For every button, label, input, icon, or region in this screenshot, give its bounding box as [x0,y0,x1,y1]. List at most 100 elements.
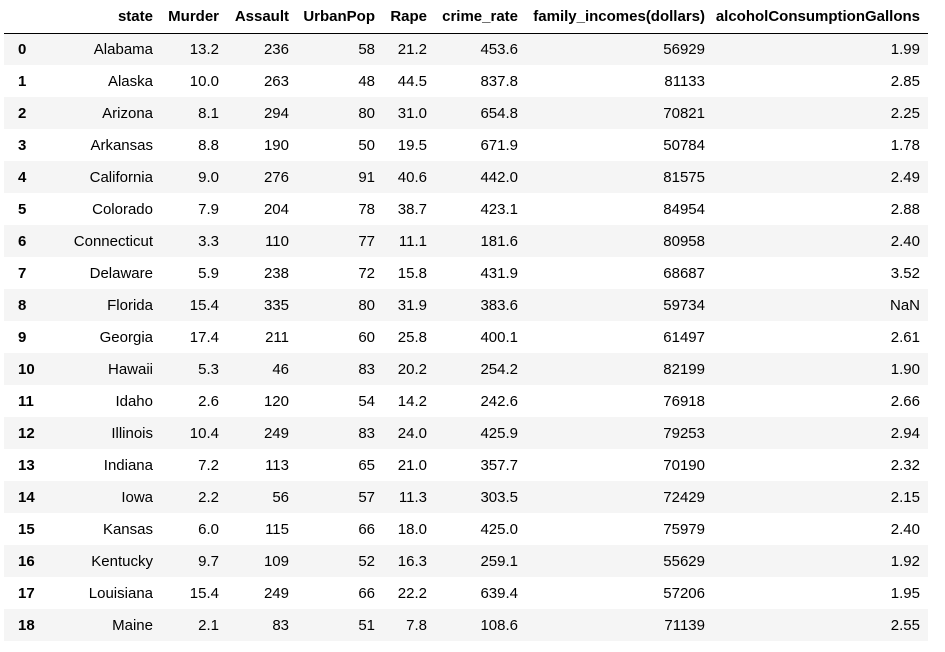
cell-crime-rate: 108.6 [480,616,518,634]
cell-alcohol-consumption: NaN [889,296,920,314]
cell-urbanpop: 66 [358,520,375,538]
cell-state: Louisiana [88,584,153,602]
cell-state: Colorado [92,200,153,218]
cell-assault: 120 [263,392,289,410]
cell-murder: 10.4 [189,424,219,442]
cell-state: Arizona [102,104,153,122]
cell-murder: 7.2 [198,456,219,474]
column-header-urbanpop: UrbanPop [297,0,383,34]
cell-rape: 31.0 [397,104,427,122]
cell-rape: 11.3 [398,488,427,506]
cell-alcohol-consumption: 2.66 [890,392,920,410]
index-header [4,0,46,34]
cell-rape: 11.1 [398,232,427,250]
cell-alcohol-consumption: 1.92 [890,552,920,570]
table-row: 2 Arizona 8.1 294 80 31.0 654.8 70821 2.25 [4,97,928,129]
column-header-state: state [46,0,161,34]
cell-state: Hawaii [107,360,153,378]
cell-crime-rate: 181.6 [480,232,518,250]
cell-crime-rate: 259.1 [480,552,518,570]
row-index: 2 [18,104,27,122]
cell-alcohol-consumption: 2.61 [890,328,920,346]
cell-state: Georgia [99,328,153,346]
cell-alcohol-consumption: 2.15 [890,488,920,506]
cell-rape: 15.8 [397,264,427,282]
column-header-murder: Murder [161,0,227,34]
cell-murder: 2.1 [198,616,219,634]
column-header-crime-rate: crime_rate [435,0,526,34]
cell-state: Kentucky [91,552,153,570]
cell-alcohol-consumption: 2.40 [890,232,920,250]
cell-assault: 263 [263,72,289,90]
cell-family-incomes: 76918 [663,392,705,410]
cell-state: Illinois [111,424,153,442]
cell-murder: 8.1 [198,104,219,122]
row-index: 11 [18,392,34,410]
table-row: 9 Georgia 17.4 211 60 25.8 400.1 61497 2.61 [4,321,928,353]
cell-murder: 7.9 [198,200,219,218]
cell-assault: 211 [265,328,289,346]
cell-state: Kansas [102,520,153,538]
cell-family-incomes: 55629 [663,552,705,570]
cell-assault: 204 [263,200,289,218]
cell-state: California [89,168,153,186]
cell-family-incomes: 72429 [663,488,705,506]
cell-crime-rate: 425.9 [480,424,518,442]
table-row: 8 Florida 15.4 335 80 31.9 383.6 59734 NaN [4,289,928,321]
cell-murder: 3.3 [198,232,219,250]
cell-alcohol-consumption: 2.94 [890,424,920,442]
row-index: 6 [18,232,27,250]
table-row: 14 Iowa 2.2 56 57 11.3 303.5 72429 2.15 [4,481,928,513]
row-index: 4 [18,168,27,186]
cell-assault: 276 [263,168,289,186]
header-row: state Murder Assault UrbanPop Rape crime… [4,0,928,34]
cell-urbanpop: 58 [358,40,375,58]
cell-assault: 249 [263,424,289,442]
table-row: 0 Alabama 13.2 236 58 21.2 453.6 56929 1.99 [4,33,928,65]
cell-assault: 46 [272,360,289,378]
cell-family-incomes: 75979 [663,520,705,538]
cell-murder: 17.4 [189,328,219,346]
cell-crime-rate: 357.7 [480,456,518,474]
table-row: 5 Colorado 7.9 204 78 38.7 423.1 84954 2.88 [4,193,928,225]
table-header: state Murder Assault UrbanPop Rape crime… [4,0,928,34]
cell-state: Iowa [121,488,153,506]
table-row: 6 Connecticut 3.3 110 77 11.1 181.6 80958 2.40 [4,225,928,257]
cell-murder: 9.0 [198,168,219,186]
column-header-assault: Assault [227,0,297,34]
cell-state: Florida [107,296,153,314]
cell-family-incomes: 57206 [663,584,705,602]
cell-rape: 40.6 [397,168,427,186]
table-row: 12 Illinois 10.4 249 83 24.0 425.9 79253 2.94 [4,417,928,449]
cell-assault: 110 [265,232,289,250]
cell-assault: 238 [263,264,289,282]
cell-urbanpop: 54 [358,392,375,410]
cell-family-incomes: 84954 [663,200,705,218]
cell-state: Alaska [107,72,153,90]
row-index: 10 [18,360,35,378]
row-index: 8 [18,296,27,314]
cell-urbanpop: 80 [358,104,375,122]
cell-family-incomes: 70190 [663,456,705,474]
cell-rape: 16.3 [397,552,427,570]
table-row: 3 Arkansas 8.8 190 50 19.5 671.9 50784 1.78 [4,129,928,161]
row-index: 15 [18,520,35,538]
cell-crime-rate: 453.6 [480,40,518,58]
cell-rape: 31.9 [397,296,427,314]
cell-assault: 56 [272,488,289,506]
cell-urbanpop: 52 [358,552,375,570]
table-row: 17 Louisiana 15.4 249 66 22.2 639.4 57206 1.95 [4,577,928,609]
cell-crime-rate: 303.5 [480,488,518,506]
cell-urbanpop: 60 [358,328,375,346]
cell-urbanpop: 66 [358,584,375,602]
cell-urbanpop: 65 [358,456,375,474]
cell-alcohol-consumption: 3.52 [890,264,920,282]
cell-urbanpop: 91 [358,168,375,186]
cell-alcohol-consumption: 1.90 [890,360,920,378]
cell-assault: 294 [263,104,289,122]
cell-family-incomes: 56929 [663,40,705,58]
cell-rape: 18.0 [397,520,427,538]
cell-rape: 38.7 [397,200,427,218]
row-index: 0 [18,40,27,58]
row-index: 12 [18,424,35,442]
